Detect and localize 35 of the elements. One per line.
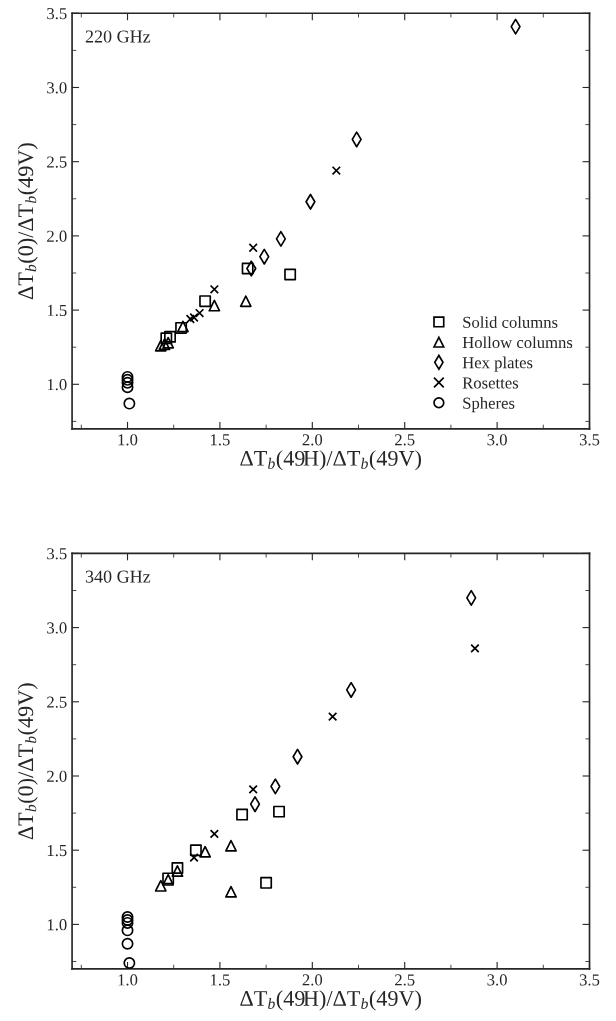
legend-label: Hex plates: [462, 356, 533, 372]
y-tick-label: 1.5: [47, 304, 67, 317]
x-tick-label: 3.5: [579, 434, 600, 446]
x-tick-label: 2.0: [302, 974, 323, 986]
x-axis-title: ΔT$_{b}$(49H)/ΔT$_{b}$(49V): [240, 990, 421, 1011]
legend-label: Spheres: [463, 397, 515, 413]
y-tick-label: 2.5: [47, 696, 67, 708]
y-axis-title: ΔT$_{b}$(0)/ΔT$_{b}$(49V): [17, 683, 38, 840]
y-tick-label: 1.5: [47, 844, 67, 857]
legend-label: Rosettes: [462, 377, 519, 389]
x-tick-label: 2.5: [395, 434, 415, 446]
x-tick-label: 1.5: [210, 974, 230, 986]
y-tick-label: 3.0: [47, 622, 67, 634]
y-tick-label: 2.0: [47, 230, 67, 242]
y-tick-label: 3.0: [47, 82, 67, 94]
legend-label: Hollow columns: [462, 336, 573, 349]
x-tick-label: 2.5: [395, 974, 415, 986]
y-tick-label: 1.0: [47, 919, 67, 931]
x-tick-label: 1.5: [210, 434, 230, 446]
x-tick-label: 1.0: [118, 434, 138, 446]
y-tick-label: 3.5: [47, 548, 67, 560]
x-tick-label: 3.5: [579, 974, 600, 986]
x-tick-label: 3.0: [487, 974, 507, 986]
x-tick-label: 3.0: [487, 434, 507, 446]
y-tick-label: 2.5: [47, 156, 67, 168]
legend-label: Solid columns: [463, 316, 558, 328]
y-tick-label: 3.5: [47, 8, 67, 20]
x-tick-label: 1.0: [118, 974, 138, 986]
annotation: 340 GHz: [85, 570, 151, 583]
y-axis-title: ΔT$_{b}$(0)/ΔT$_{b}$(49V): [17, 143, 38, 300]
annotation: 220 GHz: [85, 30, 151, 43]
y-tick-label: 2.0: [47, 770, 67, 783]
y-tick-label: 1.0: [47, 379, 67, 391]
x-axis-title: ΔT$_{b}$(49H)/ΔT$_{b}$(49V): [240, 450, 421, 471]
x-tick-label: 2.0: [302, 434, 323, 446]
